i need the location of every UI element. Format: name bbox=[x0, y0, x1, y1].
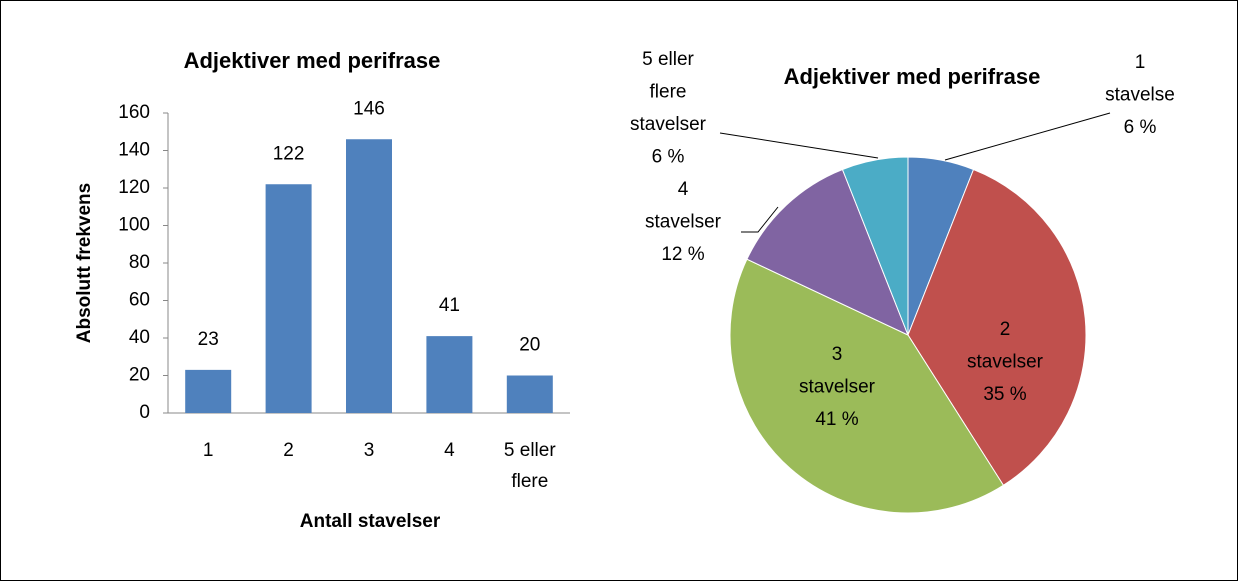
y-tick-label: 140 bbox=[118, 140, 150, 161]
slice-value-label: 12 % bbox=[661, 244, 704, 265]
leader-line bbox=[741, 206, 779, 233]
bar bbox=[265, 184, 312, 413]
y-tick-label: 160 bbox=[118, 102, 150, 123]
bar-title: Adjektiver med perifrase bbox=[184, 48, 441, 73]
bar bbox=[346, 139, 392, 413]
pie-slice bbox=[729, 258, 1005, 514]
data-label: 23 bbox=[198, 329, 219, 350]
slice-label: 5 eller flere stavelser bbox=[630, 49, 707, 135]
slice-label: 4 stavelser bbox=[645, 179, 722, 233]
pie-slice bbox=[907, 168, 1087, 486]
x-tick-label: 4 bbox=[444, 440, 455, 461]
slice-value-label: 35 % bbox=[983, 384, 1026, 405]
y-tick-label: 20 bbox=[129, 365, 150, 386]
slice-value-label: 6 % bbox=[1124, 117, 1157, 138]
pie-title: Adjektiver med perifrase bbox=[784, 64, 1041, 89]
leader-line bbox=[719, 132, 879, 159]
slice-label: 2 stavelser bbox=[967, 319, 1044, 373]
y-axis-title: Absolutt frekvens bbox=[74, 183, 95, 343]
pie-slice bbox=[746, 168, 909, 336]
data-label: 20 bbox=[519, 335, 540, 356]
pie-slice bbox=[841, 156, 909, 336]
x-tick-label: 2 bbox=[283, 440, 294, 461]
y-tick-label: 120 bbox=[118, 177, 150, 198]
data-label: 41 bbox=[439, 295, 460, 316]
y-tick-label: 60 bbox=[129, 290, 150, 311]
data-label: 122 bbox=[273, 143, 305, 164]
bar bbox=[426, 336, 473, 413]
data-label: 146 bbox=[353, 98, 385, 119]
x-tick-label: 3 bbox=[364, 440, 375, 461]
y-tick-label: 40 bbox=[129, 327, 150, 348]
y-tick-label: 0 bbox=[139, 402, 150, 423]
slice-label: 1 stavelse bbox=[1105, 52, 1175, 106]
slice-label: 3 stavelser bbox=[799, 344, 876, 398]
leader-line bbox=[944, 112, 1111, 161]
x-tick-label: 5 eller flere bbox=[504, 440, 556, 492]
x-tick-label: 1 bbox=[203, 440, 214, 461]
slice-value-label: 41 % bbox=[815, 409, 858, 430]
y-tick-label: 100 bbox=[118, 215, 150, 236]
x-axis-title: Antall stavelser bbox=[300, 511, 441, 532]
slice-value-label: 6 % bbox=[652, 147, 685, 168]
bar bbox=[506, 375, 553, 413]
bar bbox=[185, 369, 232, 413]
y-tick-label: 80 bbox=[129, 252, 150, 273]
